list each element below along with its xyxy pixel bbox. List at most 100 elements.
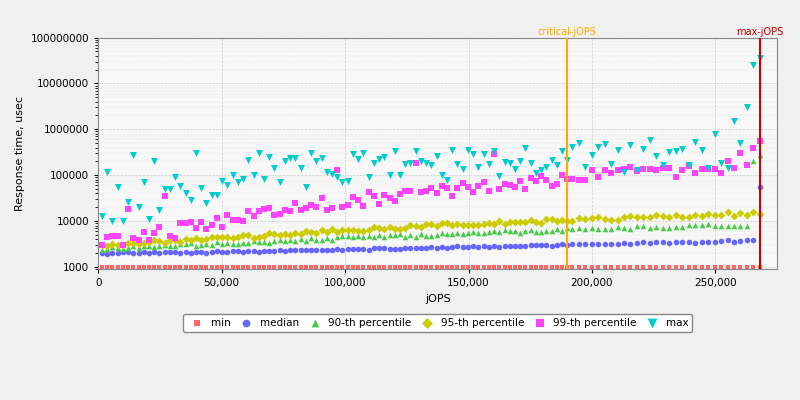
90-th percentile [200,241,213,247]
95-th percentile [624,212,637,219]
99-th percentile [498,180,511,187]
99-th percentile [721,158,734,164]
95-th percentile [383,224,396,230]
max [153,207,166,213]
median [226,248,239,254]
99-th percentile [689,170,702,176]
95-th percentile [346,227,359,233]
median [106,250,118,257]
median [534,242,547,248]
median [488,243,501,249]
max [394,172,406,178]
90-th percentile [216,241,229,247]
99-th percentile [263,204,276,211]
median [404,245,417,252]
90-th percentile [158,242,171,248]
99-th percentile [398,188,411,194]
95-th percentile [362,226,375,233]
90-th percentile [362,232,375,239]
max [305,150,318,156]
min [509,264,522,270]
99-th percentile [682,162,695,169]
90-th percentile [179,241,192,248]
90-th percentile [342,233,354,240]
99-th percentile [550,181,563,188]
99-th percentile [637,165,650,172]
median [274,247,286,254]
max [550,162,563,168]
median [451,243,464,250]
median [670,239,682,246]
median [252,248,265,255]
90-th percentile [566,226,578,232]
95-th percentile [195,237,208,243]
95-th percentile [185,237,198,243]
max [320,168,333,175]
95-th percentile [493,218,506,224]
90-th percentile [498,227,511,234]
median [373,245,386,252]
99-th percentile [237,218,250,224]
95-th percentile [586,215,598,222]
95-th percentile [550,218,563,224]
90-th percentile [727,222,740,229]
90-th percentile [514,230,526,236]
min [714,264,727,270]
max [754,55,766,62]
max [714,160,727,166]
max [657,162,670,168]
90-th percentile [284,236,297,243]
95-th percentile [741,212,754,218]
min [414,264,427,270]
min [482,264,495,270]
min [708,264,721,270]
max [420,160,433,166]
95-th percentile [388,226,401,232]
max [398,160,411,167]
min [148,264,161,270]
median [179,249,192,256]
max [252,150,265,156]
90-th percentile [237,240,250,246]
99-th percentile [252,208,265,214]
95-th percentile [95,242,108,248]
min [689,264,702,270]
90-th percentile [410,233,422,240]
min [624,264,637,270]
median [498,242,511,249]
95-th percentile [482,220,495,227]
median [530,241,542,248]
90-th percentile [95,247,108,254]
90-th percentile [326,236,338,243]
max [650,152,662,159]
min [472,264,485,270]
99-th percentile [456,180,469,186]
median [714,238,727,244]
99-th percentile [169,234,182,241]
median [578,241,591,248]
99-th percentile [624,164,637,170]
min [111,264,124,270]
min [274,264,286,270]
median [643,240,656,246]
min [153,264,166,270]
min [754,264,766,270]
99-th percentile [630,167,643,174]
99-th percentile [138,228,150,235]
median [331,246,344,252]
90-th percentile [695,222,708,228]
95-th percentile [305,229,318,236]
Text: critical-jOPS: critical-jOPS [538,27,597,37]
min [195,264,208,270]
median [509,243,522,250]
max [268,164,281,171]
90-th percentile [268,238,281,244]
median [357,246,370,252]
99-th percentile [488,150,501,157]
99-th percentile [299,205,312,211]
99-th percentile [305,202,318,208]
99-th percentile [357,203,370,209]
median [200,250,213,256]
median [561,242,574,248]
90-th percentile [586,225,598,231]
